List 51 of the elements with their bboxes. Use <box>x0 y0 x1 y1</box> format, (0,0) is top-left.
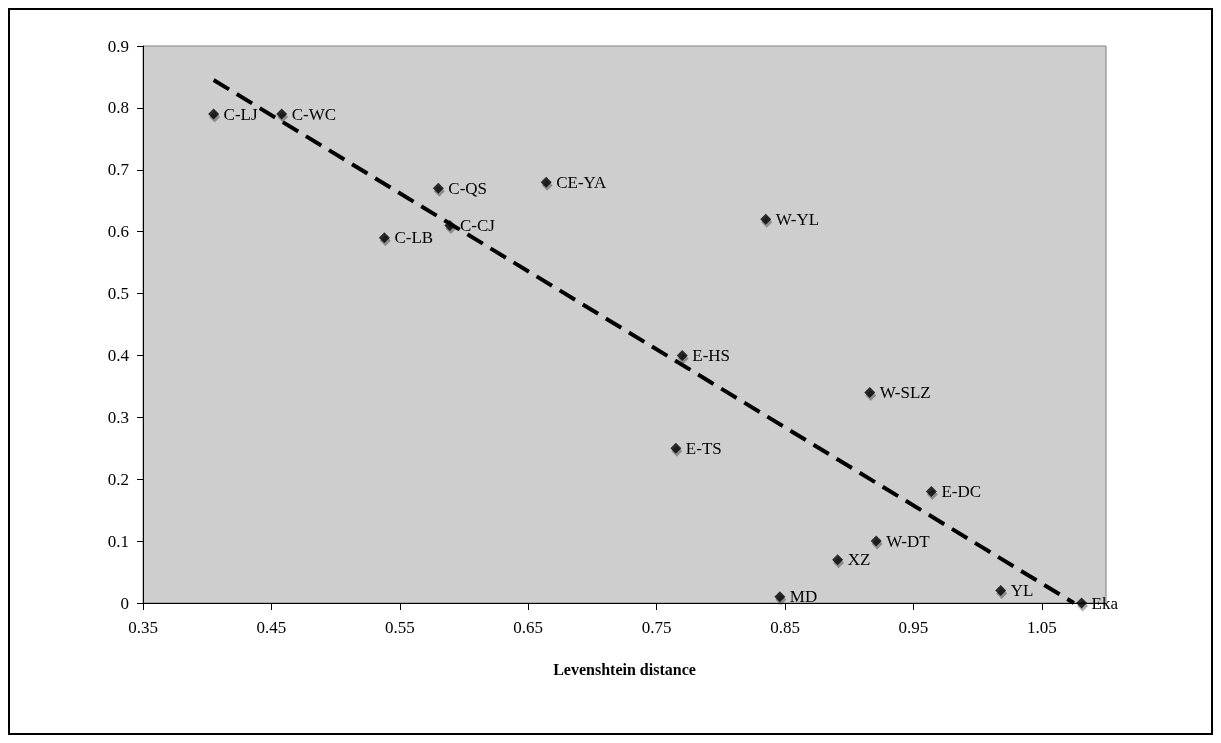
point <box>760 213 772 225</box>
annotation: E-TS <box>685 438 722 458</box>
point <box>670 442 682 454</box>
point <box>995 585 1007 597</box>
point <box>208 108 220 120</box>
x-tick-label: 0.65 <box>513 618 544 637</box>
point <box>432 182 444 194</box>
y-tick-label: 0.4 <box>107 345 130 365</box>
annotation: E-DC <box>941 482 982 502</box>
y-tick-label: 0.6 <box>107 222 129 242</box>
annotation: W-DT <box>886 531 931 551</box>
x-axis-title: Levenshtein distance <box>553 660 696 678</box>
annotation: C-CJ <box>459 215 496 235</box>
x-tick-label: 0.75 <box>641 618 672 637</box>
point <box>444 219 456 231</box>
point <box>864 387 876 399</box>
y-tick-label: 0.1 <box>107 531 129 551</box>
annotation: W-SLZ <box>879 383 931 403</box>
x-tick-label: 0.55 <box>384 618 415 637</box>
annotation: CE-YA <box>556 172 607 192</box>
point <box>378 232 390 244</box>
annotation: C-QS <box>448 178 488 198</box>
annotation: C-LJ <box>223 104 258 124</box>
annotation: W-YL <box>775 209 820 229</box>
y-tick-label: 0 <box>120 593 129 613</box>
x-tick-label: 0.85 <box>770 618 800 637</box>
point <box>774 591 786 603</box>
y-tick-label: 0.2 <box>107 469 129 489</box>
x-tick-label: 0.95 <box>898 618 929 637</box>
point <box>1076 597 1088 609</box>
annotation: MD <box>789 587 818 607</box>
y-tick-label: 0.5 <box>107 284 129 304</box>
point <box>540 176 552 188</box>
y-tick-label: 0.7 <box>107 160 130 180</box>
point <box>925 486 937 498</box>
annotation: E-HS <box>692 345 731 365</box>
annotation: YL <box>1010 581 1034 601</box>
annotation: C-WC <box>291 104 337 124</box>
y-tick-label: 0.3 <box>107 407 129 427</box>
point <box>276 108 288 120</box>
annotation: C-LB <box>394 228 434 248</box>
y-tick-label: 0.9 <box>107 36 129 56</box>
y-tick-label: 0.8 <box>107 98 129 118</box>
x-tick-label: 0.45 <box>256 618 287 637</box>
x-tick-label: 0.35 <box>128 618 158 637</box>
point <box>870 535 882 547</box>
annotation: Eka <box>1091 593 1119 613</box>
annotation: XZ <box>847 550 871 570</box>
point <box>676 349 688 361</box>
point <box>832 554 844 566</box>
x-tick-label: 1.05 <box>1026 618 1057 637</box>
